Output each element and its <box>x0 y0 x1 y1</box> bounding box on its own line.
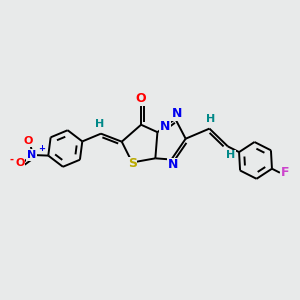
Text: N: N <box>168 158 178 171</box>
Text: +: + <box>38 144 45 153</box>
Text: N: N <box>27 150 36 160</box>
Text: O: O <box>136 92 146 105</box>
Text: N: N <box>160 120 170 133</box>
Text: S: S <box>128 158 137 170</box>
Text: H: H <box>95 119 104 129</box>
Text: H: H <box>226 150 236 160</box>
Text: -: - <box>9 155 13 165</box>
Text: N: N <box>172 107 182 120</box>
Text: O: O <box>15 158 25 168</box>
Text: H: H <box>206 114 216 124</box>
Text: F: F <box>281 166 290 179</box>
Text: O: O <box>24 136 33 146</box>
